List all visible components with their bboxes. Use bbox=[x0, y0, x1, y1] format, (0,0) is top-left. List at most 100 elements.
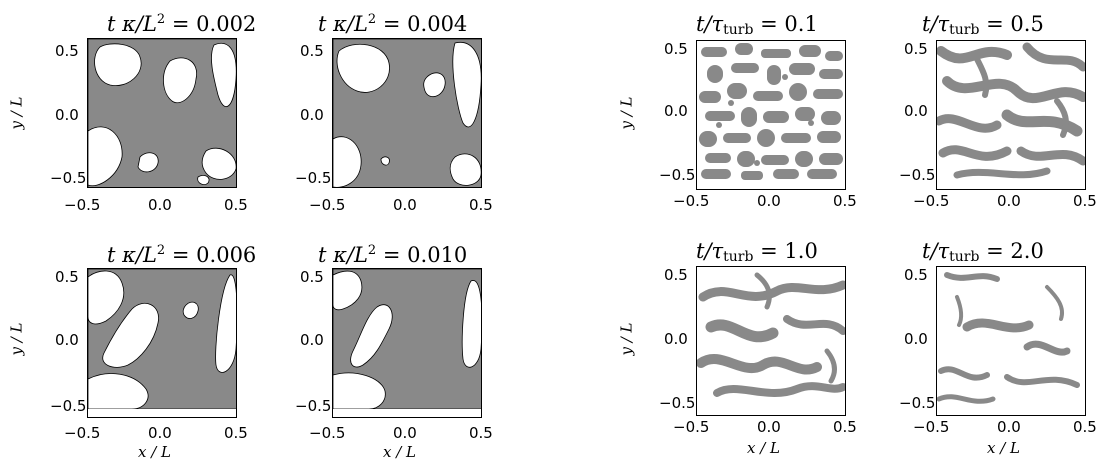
x-tick: 0.0 bbox=[757, 192, 781, 210]
x-tick: 0.5 bbox=[469, 196, 493, 214]
x-tick: 0.5 bbox=[833, 418, 857, 436]
turbulence-panel-01 bbox=[696, 40, 846, 190]
y-tick: 0.5 bbox=[904, 40, 928, 58]
y-tick: 0.0 bbox=[300, 331, 324, 349]
x-tick: −0.5 bbox=[673, 192, 710, 210]
x-tick: −0.5 bbox=[913, 192, 950, 210]
x-tick: 0.0 bbox=[148, 196, 172, 214]
title-value: 0.5 bbox=[1010, 12, 1044, 36]
y-tick: −0.5 bbox=[295, 397, 332, 415]
title-equals: = bbox=[760, 239, 778, 263]
x-tick: −0.5 bbox=[913, 418, 950, 436]
x-axis-label: x / L bbox=[138, 443, 172, 461]
title-equals: = bbox=[986, 12, 1004, 36]
title-equals: = bbox=[171, 12, 190, 36]
panel-title: t/τturb = 1.0 bbox=[696, 239, 818, 265]
y-axis-label: y / L bbox=[617, 322, 636, 356]
title-equals: = bbox=[382, 12, 401, 36]
title-sub: turb bbox=[723, 249, 754, 265]
turbulence-panel-05 bbox=[936, 40, 1086, 190]
x-tick: 0.5 bbox=[833, 192, 857, 210]
title-value: 0.006 bbox=[196, 243, 257, 267]
title-equals: = bbox=[382, 243, 401, 267]
title-sub: turb bbox=[949, 249, 980, 265]
x-tick: −0.5 bbox=[64, 424, 101, 442]
x-axis-label: x / L bbox=[747, 439, 781, 457]
title-prefix: t/τ bbox=[922, 239, 950, 263]
title-value: 0.010 bbox=[407, 243, 468, 267]
x-tick: −0.5 bbox=[64, 196, 101, 214]
diffusion-panel-0010 bbox=[332, 268, 482, 418]
x-tick: 0.5 bbox=[1073, 418, 1097, 436]
y-tick: 0.5 bbox=[300, 268, 324, 286]
x-tick: 0.5 bbox=[1073, 192, 1097, 210]
x-tick: 0.5 bbox=[224, 196, 248, 214]
x-tick: 0.0 bbox=[393, 424, 417, 442]
title-value: 2.0 bbox=[1010, 239, 1044, 263]
y-tick: −0.5 bbox=[659, 166, 696, 184]
panel-title: t κ/L2 = 0.006 bbox=[107, 243, 256, 267]
y-axis-label: y / L bbox=[617, 96, 636, 130]
title-prefix: t/τ bbox=[922, 12, 950, 36]
title-sup: 2 bbox=[367, 243, 377, 258]
y-axis-label: y / L bbox=[7, 322, 26, 356]
x-tick: 0.0 bbox=[757, 418, 781, 436]
title-prefix: t/τ bbox=[696, 12, 724, 36]
title-sup: 2 bbox=[156, 12, 166, 27]
title-sub: turb bbox=[949, 22, 980, 38]
y-tick: 0.5 bbox=[664, 40, 688, 58]
title-equals: = bbox=[986, 239, 1004, 263]
title-sup: 2 bbox=[156, 243, 166, 258]
y-tick: −0.5 bbox=[659, 394, 696, 412]
x-tick: 0.0 bbox=[393, 196, 417, 214]
panel-title: t κ/L2 = 0.002 bbox=[107, 12, 256, 36]
x-tick: 0.0 bbox=[997, 418, 1021, 436]
y-tick: 0.0 bbox=[664, 330, 688, 348]
y-tick: 0.0 bbox=[904, 102, 928, 120]
y-tick: 0.5 bbox=[55, 42, 79, 60]
y-tick: 0.0 bbox=[904, 330, 928, 348]
title-value: 0.1 bbox=[784, 12, 818, 36]
title-value: 0.004 bbox=[407, 12, 468, 36]
title-prefix: t κ/L bbox=[107, 243, 157, 267]
x-tick: 0.0 bbox=[997, 192, 1021, 210]
turb-pattern-20 bbox=[937, 272, 1080, 404]
x-tick: −0.5 bbox=[309, 424, 346, 442]
turb-pattern-10 bbox=[697, 272, 845, 397]
title-sub: turb bbox=[723, 22, 754, 38]
title-prefix: t κ/L bbox=[318, 12, 368, 36]
y-tick: 0.5 bbox=[904, 266, 928, 284]
panel-title: t/τturb = 0.1 bbox=[696, 12, 818, 38]
panel-title: t κ/L2 = 0.010 bbox=[318, 243, 467, 267]
y-tick: 0.0 bbox=[55, 106, 79, 124]
x-tick: 0.5 bbox=[224, 424, 248, 442]
turb-pattern-05 bbox=[937, 42, 1085, 179]
y-tick: −0.5 bbox=[295, 169, 332, 187]
panel-title: t/τturb = 2.0 bbox=[922, 239, 1044, 265]
x-tick: −0.5 bbox=[309, 196, 346, 214]
panel-title: t κ/L2 = 0.004 bbox=[318, 12, 467, 36]
diffusion-panel-0002 bbox=[87, 38, 237, 188]
y-tick: 0.5 bbox=[300, 42, 324, 60]
title-prefix: t κ/L bbox=[107, 12, 157, 36]
y-axis-label: y / L bbox=[7, 96, 26, 130]
diffusion-panel-0004 bbox=[332, 38, 482, 188]
y-tick: −0.5 bbox=[50, 397, 87, 415]
title-equals: = bbox=[760, 12, 778, 36]
turbulence-panel-20 bbox=[936, 266, 1086, 416]
x-axis-label: x / L bbox=[383, 443, 417, 461]
diffusion-panel-0006 bbox=[87, 268, 237, 418]
x-tick: 0.0 bbox=[148, 424, 172, 442]
turbulence-panel-10 bbox=[696, 266, 846, 416]
panel-title: t/τturb = 0.5 bbox=[922, 12, 1044, 38]
title-value: 1.0 bbox=[784, 239, 818, 263]
y-tick: −0.5 bbox=[899, 394, 936, 412]
title-sup: 2 bbox=[367, 12, 377, 27]
x-tick: 0.5 bbox=[469, 424, 493, 442]
y-tick: 0.0 bbox=[300, 106, 324, 124]
y-tick: 0.5 bbox=[55, 268, 79, 286]
turb-pattern-01 bbox=[699, 43, 843, 180]
y-tick: 0.0 bbox=[55, 331, 79, 349]
x-tick: −0.5 bbox=[673, 418, 710, 436]
x-axis-label: x / L bbox=[987, 439, 1021, 457]
